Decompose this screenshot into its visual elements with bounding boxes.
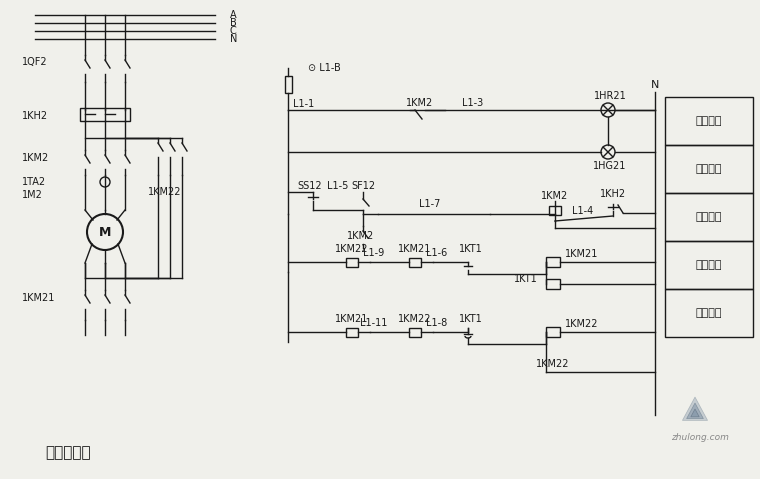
Text: SS12: SS12 [298, 181, 322, 191]
Text: 星形运行: 星形运行 [695, 260, 722, 270]
Text: 1KM22: 1KM22 [565, 319, 599, 329]
Text: L1-6: L1-6 [426, 248, 448, 258]
Text: 1KM2: 1KM2 [347, 231, 375, 241]
Text: 1KM2: 1KM2 [22, 153, 49, 163]
Text: L1-9: L1-9 [363, 248, 385, 258]
Text: zhulong.com: zhulong.com [671, 433, 729, 443]
Bar [546, 279, 560, 289]
Bar [665, 145, 753, 193]
Text: 1KH2: 1KH2 [600, 189, 626, 199]
Text: 运行显示: 运行显示 [695, 164, 722, 174]
Bar [665, 193, 753, 241]
Text: 1KM2: 1KM2 [407, 98, 434, 108]
Bar [409, 258, 421, 266]
Text: M: M [99, 226, 111, 239]
Text: 1KM22: 1KM22 [148, 187, 182, 197]
Text: A: A [230, 10, 236, 20]
Text: 1KT1: 1KT1 [515, 274, 538, 284]
Bar [549, 205, 561, 215]
Text: 1KM21: 1KM21 [565, 249, 598, 259]
Text: 1KT1: 1KT1 [459, 244, 483, 254]
Text: 1KT1: 1KT1 [459, 314, 483, 324]
Text: L1-5: L1-5 [328, 181, 349, 191]
Bar [285, 76, 292, 93]
Bar [80, 108, 130, 121]
Text: 1KM22: 1KM22 [398, 314, 432, 324]
Text: 1M2: 1M2 [22, 190, 43, 200]
Bar [409, 328, 421, 337]
Polygon shape [691, 409, 699, 417]
Text: ⊙ L1-B: ⊙ L1-B [308, 63, 340, 73]
Text: 角形运行: 角形运行 [695, 308, 722, 318]
Bar [665, 289, 753, 337]
Text: 1TA2: 1TA2 [22, 177, 46, 187]
Text: L1-1: L1-1 [293, 99, 314, 109]
Text: 1KM22: 1KM22 [335, 244, 369, 254]
Text: 运行手动: 运行手动 [695, 212, 722, 222]
Text: L1-7: L1-7 [420, 199, 441, 209]
Text: N: N [651, 80, 659, 90]
Bar [546, 327, 560, 337]
Text: 1KH2: 1KH2 [22, 111, 48, 121]
Text: 一次接线图: 一次接线图 [45, 445, 90, 460]
Text: 1KM22: 1KM22 [537, 359, 570, 369]
Text: 1KM21: 1KM21 [398, 244, 432, 254]
Text: B: B [230, 18, 237, 28]
Text: C: C [230, 26, 237, 36]
Bar [346, 328, 358, 337]
Bar [665, 241, 753, 289]
Bar [346, 258, 358, 266]
Bar [665, 97, 753, 145]
Text: SF12: SF12 [351, 181, 375, 191]
Polygon shape [682, 397, 708, 421]
Bar [546, 257, 560, 267]
Text: 1KM21: 1KM21 [22, 293, 55, 303]
Text: L1-4: L1-4 [572, 206, 594, 216]
Text: 1HR21: 1HR21 [594, 91, 626, 101]
Text: 停止显示: 停止显示 [695, 116, 722, 126]
Text: L1-3: L1-3 [462, 98, 483, 108]
Polygon shape [686, 403, 704, 419]
Text: 1QF2: 1QF2 [22, 57, 48, 67]
Text: 1KM2: 1KM2 [541, 191, 568, 201]
Text: N: N [230, 34, 237, 44]
Text: L1-8: L1-8 [426, 318, 448, 328]
Text: 1HG21: 1HG21 [594, 161, 627, 171]
Text: 1KM21: 1KM21 [335, 314, 369, 324]
Text: L1-11: L1-11 [360, 318, 388, 328]
